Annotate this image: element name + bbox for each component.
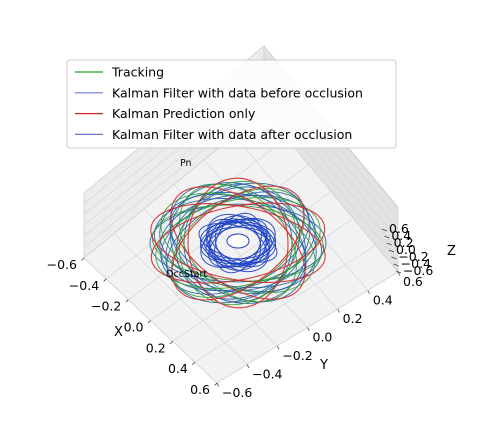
y-tick-label: −0.2 <box>282 348 312 363</box>
series-prediction-orbit <box>187 177 289 309</box>
y-axis-ticks: −0.6−0.4−0.20.0 0.2 0.4 0.6 <box>216 271 423 400</box>
series-after-occlusion-orbit <box>208 218 268 268</box>
z-tick-label: 0.2 <box>394 235 414 250</box>
grid-line <box>233 135 369 291</box>
x-tick-mark <box>81 257 85 261</box>
y-tick-label: −0.6 <box>222 385 252 400</box>
series-tracking-orbit <box>179 183 297 303</box>
x-tick-mark <box>103 278 107 282</box>
legend-entries: Tracking Kalman Filter with data before o… <box>75 65 363 142</box>
x-tick-mark <box>214 382 218 386</box>
series-tracking-orbit <box>151 204 325 282</box>
x-tick-mark <box>147 320 151 324</box>
y-tick-label: 0.0 <box>313 330 333 345</box>
x-tick-label: 0.2 <box>146 340 166 355</box>
y-tick-mark <box>397 271 401 276</box>
y-tick-label: 0.6 <box>403 274 423 289</box>
legend-label: Kalman Prediction only <box>112 106 256 121</box>
legend-label: Kalman Filter with data after occlusion <box>112 127 352 142</box>
x-axis-label: X <box>114 325 123 340</box>
series-tracking-orbit <box>155 197 321 289</box>
z-tick-mark <box>386 242 392 246</box>
x-tick-label: 0.4 <box>168 361 188 376</box>
y-axis-label: Y <box>319 358 328 373</box>
z-tick-mark <box>388 249 395 253</box>
x-tick-label: −0.2 <box>91 299 121 314</box>
y-tick-mark <box>246 364 250 369</box>
y-tick-mark <box>307 327 310 332</box>
x-tick-mark <box>169 341 173 345</box>
annotation-occstart: OccStart <box>166 269 207 280</box>
z-tick-mark <box>391 256 397 260</box>
series-prediction-orbit <box>150 202 326 284</box>
y-tick-mark <box>337 308 340 313</box>
x-axis-ticks: −0.6 −0.4 −0.20.00.20.40.6 <box>47 257 218 397</box>
z-tick-label: 0.0 <box>396 242 416 257</box>
z-tick-label: −0.6 <box>403 263 433 278</box>
y-tick-label: 0.4 <box>373 293 393 308</box>
series-before-occlusion-orbit <box>160 194 316 292</box>
z-tick-mark <box>393 263 399 267</box>
z-axis-ticks: −0.6−0.4−0.20.00.20.40.6 <box>381 221 433 278</box>
series-prediction-orbit <box>150 203 326 283</box>
z-tick-label: 0.4 <box>391 228 411 243</box>
z-tick-mark <box>384 235 390 239</box>
series-after-occlusion-orbit <box>199 221 277 265</box>
x-tick-label: −0.4 <box>69 278 99 293</box>
series-tracking-orbit <box>179 180 297 306</box>
series-prediction-orbit <box>171 185 305 301</box>
x-tick-label: 0.6 <box>190 382 210 397</box>
trajectories <box>149 177 327 309</box>
y-tick-mark <box>276 345 280 350</box>
z-axis-label: Z <box>447 244 456 259</box>
series-after-occlusion-orbit <box>200 217 276 269</box>
z-tick-mark <box>395 270 402 274</box>
legend-label: Tracking <box>111 65 164 80</box>
z-tick-label: −0.2 <box>398 249 428 264</box>
z-tick-mark <box>381 228 388 232</box>
series-after-occlusion-orbit <box>206 213 270 273</box>
x-tick-mark <box>125 299 129 303</box>
legend-frame <box>66 59 397 149</box>
x-tick-label: −0.6 <box>47 257 77 272</box>
series-after-occlusion-orbit <box>205 224 271 262</box>
series-after-occlusion-orbit <box>208 218 268 268</box>
x-tick-mark <box>192 361 196 365</box>
series-after-occlusion-orbit <box>208 218 268 268</box>
inner-void <box>226 233 250 249</box>
y-tick-label: −0.4 <box>252 367 282 382</box>
series-before-occlusion-orbit <box>165 182 311 304</box>
z-tick-label: 0.6 <box>389 221 409 236</box>
y-tick-label: 0.2 <box>343 311 363 326</box>
legend-label: Kalman Filter with data before occlusion <box>112 85 363 100</box>
series-prediction-orbit <box>170 186 306 300</box>
z-tick-label: −0.4 <box>401 256 431 271</box>
x-tick-label: 0.0 <box>124 320 144 335</box>
y-tick-mark <box>216 382 220 387</box>
legend: Tracking Kalman Filter with data before o… <box>66 59 397 149</box>
y-tick-mark <box>367 290 370 295</box>
annotation-pn: Pn <box>180 158 192 169</box>
